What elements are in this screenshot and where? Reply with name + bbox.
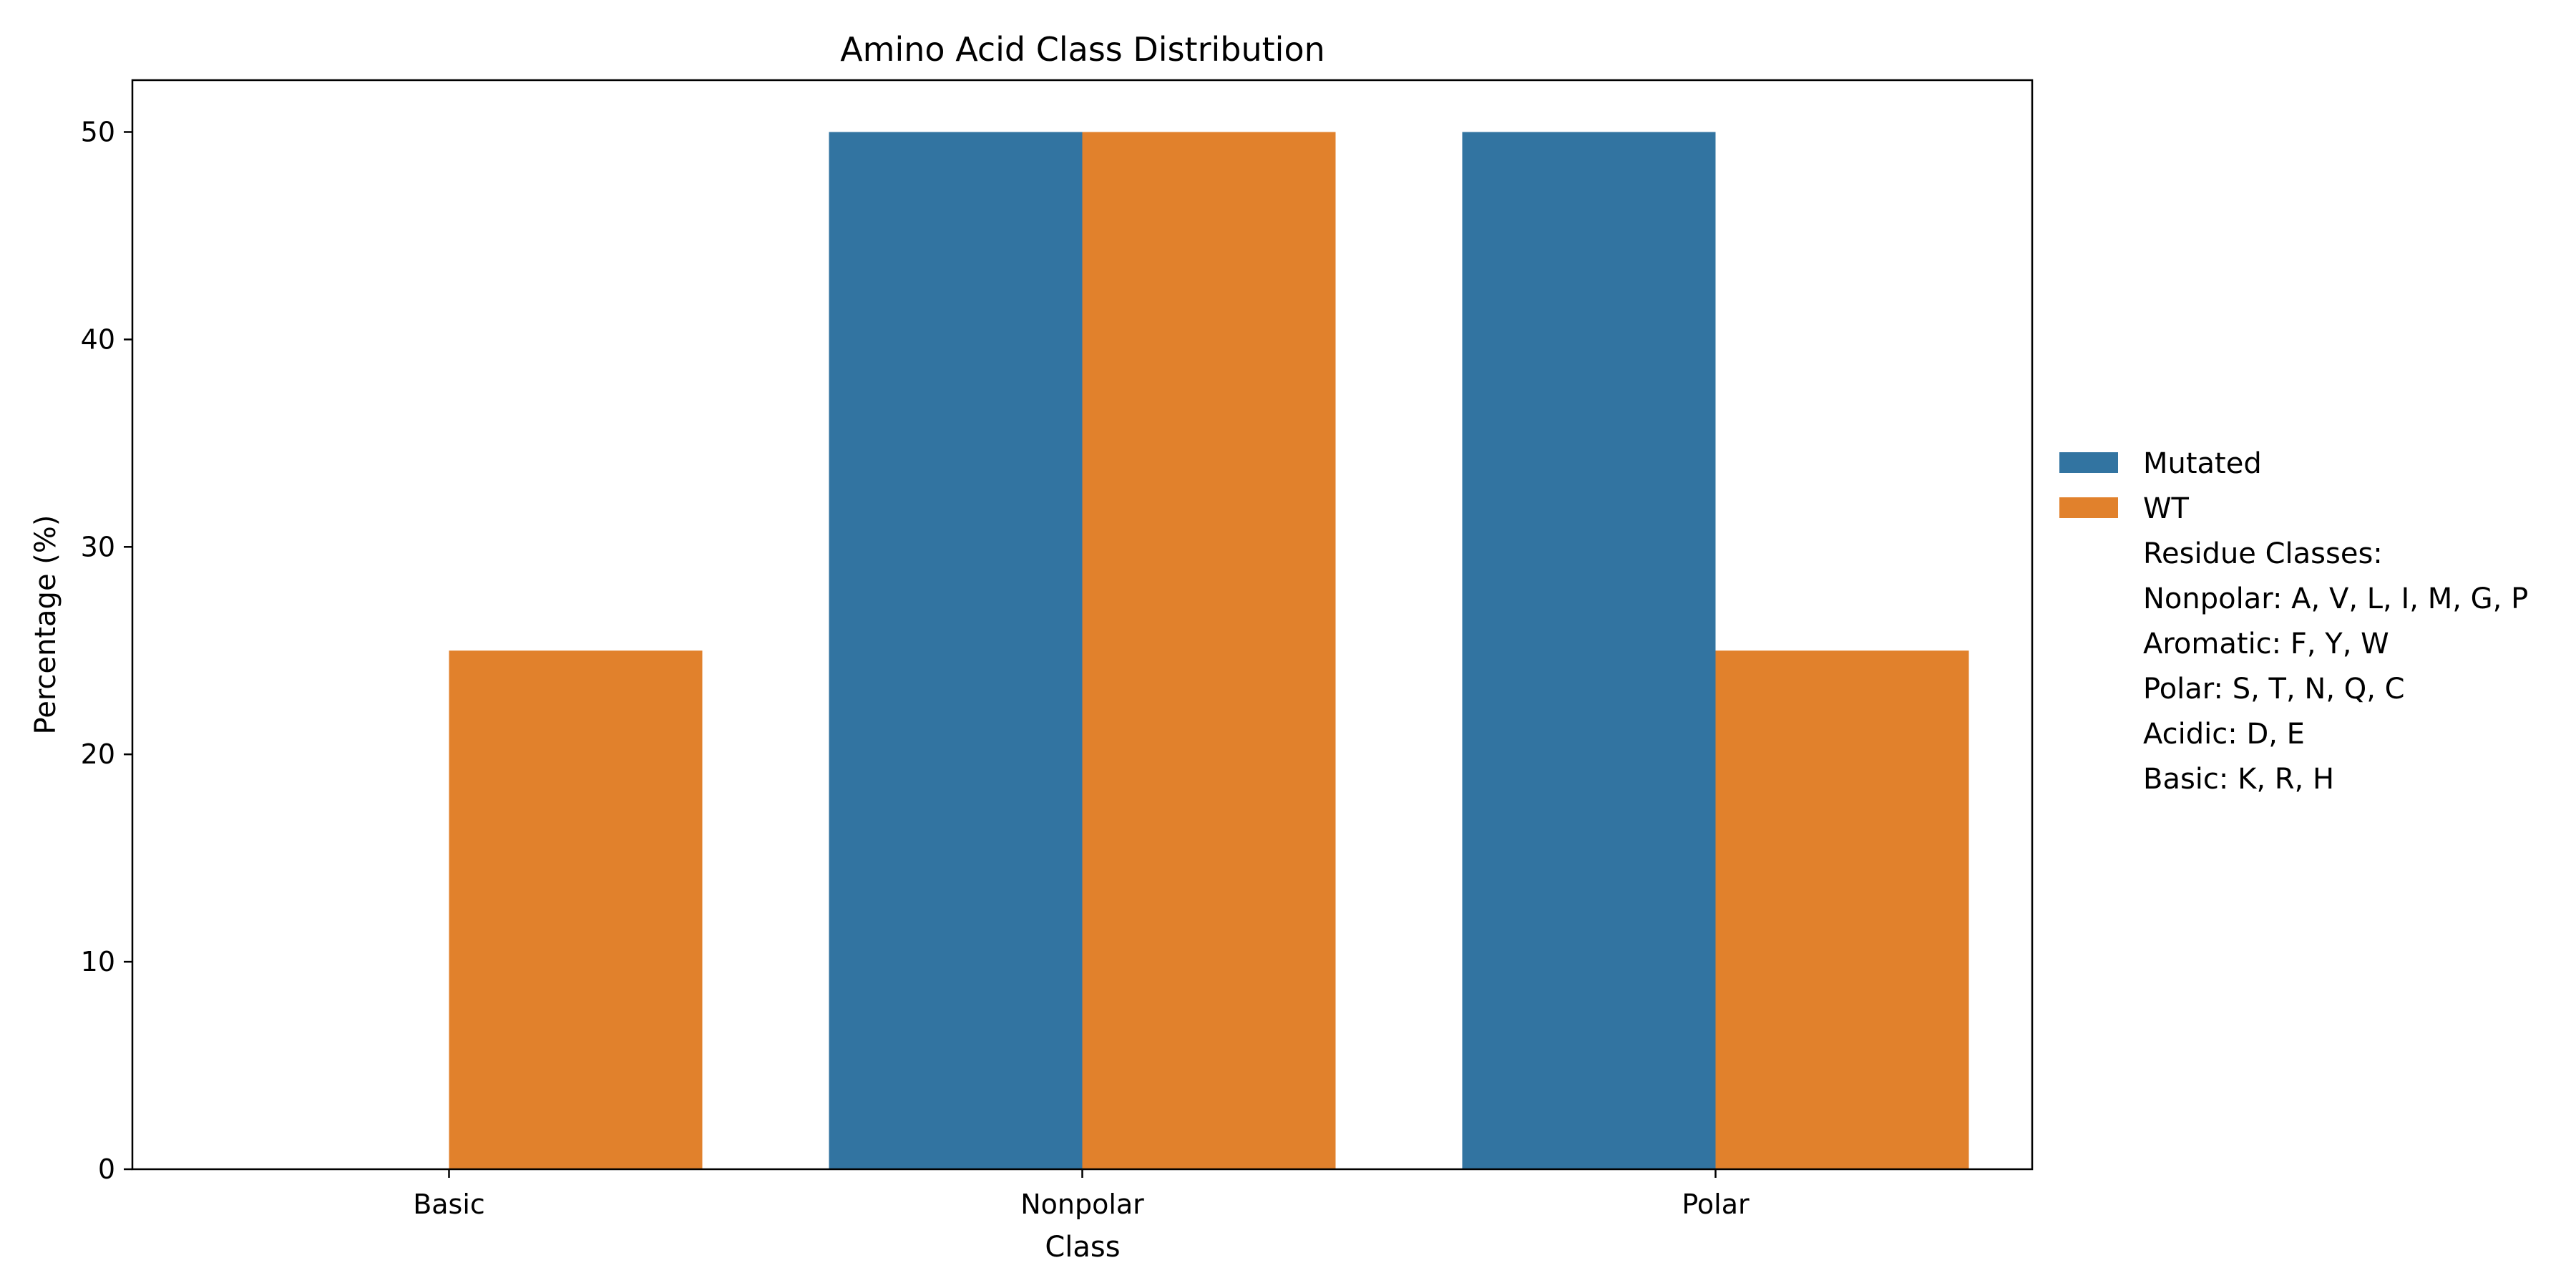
legend-note: Aromatic: F, Y, W [2143, 628, 2389, 660]
y-axis-label: Percentage (%) [29, 515, 62, 735]
bar-mutated-nonpolar [829, 132, 1083, 1169]
bars-group [449, 132, 1969, 1169]
chart-title: Amino Acid Class Distribution [840, 30, 1325, 69]
bar-wt-polar [1715, 650, 1969, 1169]
legend-note: Acidic: D, E [2143, 718, 2305, 751]
legend-label-mutated: Mutated [2143, 447, 2262, 480]
legend-note: Residue Classes: [2143, 537, 2383, 570]
legend-note: Nonpolar: A, V, L, I, M, G, P [2143, 582, 2528, 615]
legend-note: Polar: S, T, N, Q, C [2143, 673, 2405, 706]
x-tick-label: Polar [1682, 1189, 1750, 1220]
x-tick-label: Basic [413, 1189, 485, 1220]
legend-swatch-mutated [2059, 452, 2118, 473]
bar-mutated-polar [1462, 132, 1716, 1169]
x-axis-label: Class [1045, 1231, 1120, 1264]
x-tick-label: Nonpolar [1020, 1189, 1144, 1220]
legend-note: Basic: K, R, H [2143, 763, 2334, 796]
y-tick-label: 0 [98, 1153, 115, 1185]
y-axis-ticks: 0 10 20 30 40 50 [81, 116, 132, 1185]
y-tick-label: 40 [81, 323, 115, 355]
legend-label-wt: WT [2143, 492, 2190, 525]
y-tick-label: 50 [81, 116, 115, 147]
y-tick-label: 20 [81, 738, 115, 770]
y-tick-label: 30 [81, 531, 115, 562]
bar-wt-basic [449, 650, 703, 1169]
bar-wt-nonpolar [1082, 132, 1336, 1169]
plot-frame [131, 79, 2034, 1171]
legend-swatch-wt [2059, 497, 2118, 518]
x-axis-ticks: Basic Nonpolar Polar [413, 1169, 1750, 1220]
y-tick-label: 10 [81, 946, 115, 977]
legend: Mutated WT Residue Classes: Nonpolar: A, V,… [2059, 447, 2528, 796]
